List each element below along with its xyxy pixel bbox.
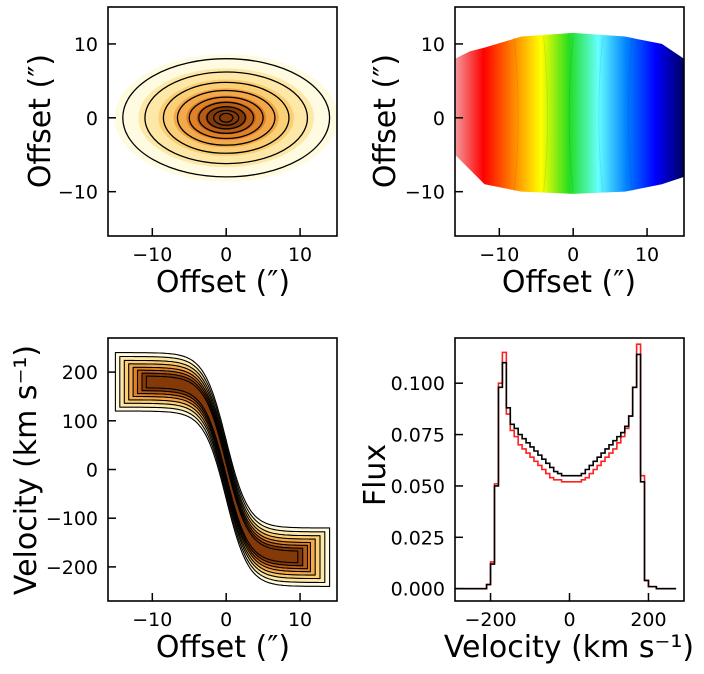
pv-diagram-xtick-label: 0 [220, 609, 232, 631]
moment0-contour [144, 71, 309, 165]
spectrum-xtick-label: −200 [464, 609, 516, 631]
velocity-field-ytick-label: 10 [421, 34, 445, 56]
pv-diagram-ytick-label: −100 [46, 508, 98, 530]
pv-diagram-ytick-label: 200 [62, 362, 98, 384]
pv-diagram-ytick-label: 0 [86, 460, 98, 482]
moment0-contour [122, 58, 331, 178]
moment0-fill-band [219, 113, 234, 123]
pv-diagram-ytick-label: 100 [62, 411, 98, 433]
moment0-ylabel: Offset (″) [23, 54, 58, 188]
moment0-contour [212, 109, 240, 126]
spectrum-ytick-label: 0.050 [391, 476, 445, 498]
velocity-field-ylabel: Offset (″) [368, 54, 403, 188]
moment0-contour [198, 101, 255, 134]
velocity-field-xtick-label: −10 [479, 244, 519, 266]
moment0-plot-area [114, 53, 338, 182]
velocity-isovel [568, 36, 574, 192]
moment0-contour [176, 89, 276, 146]
moment0-xlabel: Offset (″) [156, 265, 290, 300]
moment0-ytick-label: 0 [86, 108, 98, 130]
velocity-field-map [455, 32, 684, 194]
moment0-ticks: −10 0 10 −10 0 10 [58, 34, 312, 266]
pv-diagram-plot-area [114, 352, 331, 587]
moment0-ytick-label: −10 [58, 182, 98, 204]
velocity-isovel [543, 36, 549, 192]
velocity-field-frame [454, 6, 685, 237]
velocity-field-plot-area [455, 32, 684, 194]
moment0-frame [107, 6, 338, 237]
moment0-contour [188, 96, 264, 140]
pv-contour [145, 375, 299, 564]
velocity-field-xtick-label: 0 [567, 244, 579, 266]
spectrum-xlabel: Velocity (km s⁻¹) [444, 630, 694, 665]
spectrum-ticks: −200 0 200 0.000 0.025 0.050 0.075 0.100 [391, 373, 667, 631]
spectrum-plot-area [455, 343, 677, 590]
spectrum-xtick-label: 200 [630, 609, 666, 631]
moment0-xtick-label: 0 [220, 244, 232, 266]
spectrum-ytick-label: 0.000 [391, 579, 445, 601]
pv-diagram-xtick-label: −10 [132, 609, 172, 631]
spectrum-ytick-label: 0.025 [391, 527, 445, 549]
velocity-isovel [627, 36, 633, 192]
velocity-isovel [598, 36, 604, 192]
spectrum-xtick-label: 0 [563, 609, 575, 631]
spectrum-series-line [455, 343, 677, 590]
spectrum-panel: −200 0 200 0.000 0.025 0.050 0.075 0.100 Veloci… [358, 337, 694, 665]
moment0-xtick-label: −10 [132, 244, 172, 266]
velocity-field-ytick-label: −10 [405, 182, 445, 204]
pv-diagram-xtick-label: 10 [288, 609, 312, 631]
pv-diagram-ylabel: Velocity (km s⁻¹) [9, 345, 44, 595]
pv-diagram-xlabel: Offset (″) [156, 630, 290, 665]
spectrum-ylabel: Flux [358, 444, 393, 506]
velocity-field-panel: −10 0 10 −10 0 10 Offset (″) Offset (″) [368, 6, 685, 300]
velocity-isovel [513, 36, 519, 192]
spectrum-ytick-label: 0.100 [391, 373, 445, 395]
spectrum-series-line [455, 353, 677, 590]
velocity-field-ytick-label: 0 [433, 108, 445, 130]
moment0-xtick-label: 10 [288, 244, 312, 266]
moment0-ytick-label: 10 [74, 34, 98, 56]
velocity-field-ticks: −10 0 10 −10 0 10 [405, 34, 659, 266]
pv-diagram-ytick-label: −200 [46, 557, 98, 579]
velocity-field-xlabel: Offset (″) [502, 265, 636, 300]
pv-contour [141, 372, 304, 567]
moment0-contour [218, 112, 234, 123]
moment0-contour [206, 106, 247, 130]
moment0-contour [162, 81, 290, 154]
spectrum-frame [454, 337, 685, 602]
velocity-field-xtick-label: 10 [635, 244, 659, 266]
spectrum-ytick-label: 0.075 [391, 425, 445, 447]
moment0-panel: −10 0 10 −10 0 10 Offset (″) Offset (″) [23, 6, 338, 300]
